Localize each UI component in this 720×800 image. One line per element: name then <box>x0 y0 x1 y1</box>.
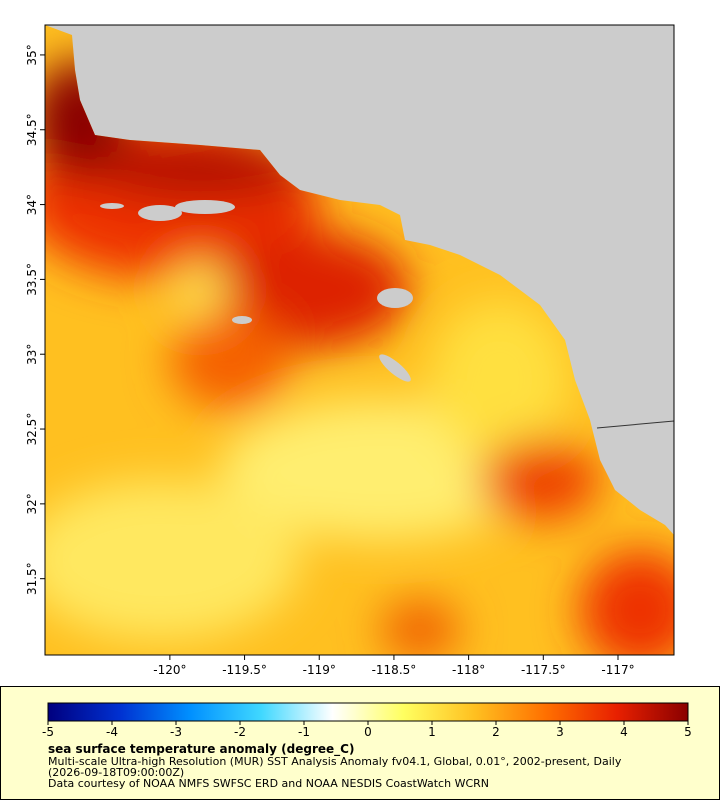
border <box>596 420 675 429</box>
x-tick-label: -117.5° <box>521 663 566 677</box>
x-tick-label: -118° <box>452 663 485 677</box>
map-frame <box>44 24 675 656</box>
axes: -120° -119.5° -119° -118.5° -118° -117.5° -117… <box>25 44 635 677</box>
legend-line: Multi-scale Ultra-high Resolution (MUR) … <box>48 755 622 768</box>
legend-line: Data courtesy of NOAA NMFS SWFSC ERD and… <box>48 777 489 790</box>
colorbar-tick-label: -2 <box>234 725 246 739</box>
colorbar-tick-label: 4 <box>620 725 628 739</box>
y-tick-label: 35° <box>25 44 39 65</box>
x-tick-label: -119.5° <box>222 663 267 677</box>
colorbar-tick-label: 0 <box>364 725 372 739</box>
colorbar-tick-label: 2 <box>492 725 500 739</box>
colorbar-tick-label: -5 <box>42 725 54 739</box>
y-tick-label: 33.5° <box>25 263 39 296</box>
colorbar-tick-label: 3 <box>556 725 564 739</box>
legend-line: (2026-09-18T09:00:00Z) <box>48 766 184 779</box>
y-tick-label: 34.5° <box>25 113 39 146</box>
legend-title: sea surface temperature anomaly (degree_… <box>48 742 354 757</box>
colorbar-tick-label: 1 <box>428 725 436 739</box>
y-tick-label: 33° <box>25 344 39 365</box>
colorbar-tick-label: -3 <box>170 725 182 739</box>
y-tick-label: 32.5° <box>25 413 39 446</box>
y-tick-label: 31.5° <box>25 562 39 595</box>
x-tick-label: -117° <box>601 663 634 677</box>
colorbar-tick-label: -4 <box>106 725 118 739</box>
x-tick-label: -118.5° <box>372 663 417 677</box>
colorbar <box>47 702 689 722</box>
y-tick-label: 32° <box>25 493 39 514</box>
colorbar-ticks: -5 -4 -3 -2 -1 0 1 2 3 4 5 <box>42 721 692 739</box>
colorbar-tick-label: -1 <box>298 725 310 739</box>
colorbar-tick-label: 5 <box>684 725 692 739</box>
x-tick-label: -119° <box>303 663 336 677</box>
x-tick-label: -120° <box>153 663 186 677</box>
y-tick-label: 34° <box>25 194 39 215</box>
